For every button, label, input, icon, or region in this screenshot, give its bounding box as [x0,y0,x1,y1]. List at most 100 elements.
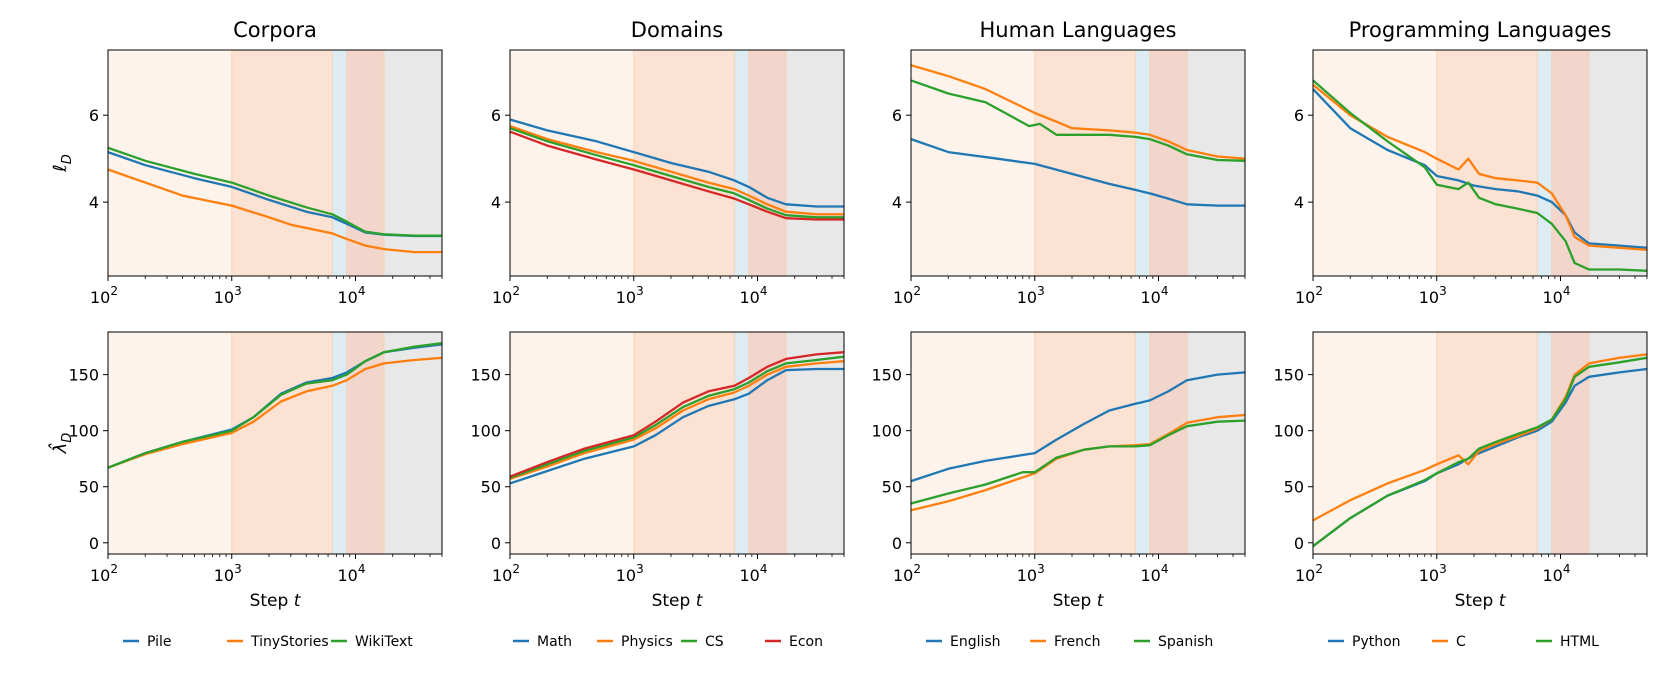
x-tick-exponent: 4 [1161,562,1169,576]
phase-band [1589,50,1647,276]
x-tick-base: 10 [1295,288,1315,307]
legend-1: Math Physics CS Econ [513,634,823,650]
y-axis-symbol: λ̂ [48,443,71,455]
series-line-english [911,138,1245,207]
series-line-econ [510,351,844,478]
y-tick-label: 6 [892,106,902,125]
y-tick-label: 6 [1294,106,1304,125]
series-line-spanish [911,419,1245,505]
legend-label: TinyStories [250,634,329,650]
x-tick-label: 102 [893,284,921,307]
x-tick-base: 10 [1543,288,1563,307]
x-tick-base: 10 [1419,288,1439,307]
y-tick-label: 4 [1294,193,1304,212]
y-tick-label: 6 [491,106,501,125]
y-tick-label: 50 [882,478,902,497]
x-tick-exponent: 4 [1563,284,1571,298]
x-tick-exponent: 2 [110,284,118,298]
y-axis-subscript: D [60,154,75,164]
y-tick-label: 6 [89,106,99,125]
x-tick-label: 104 [740,562,768,585]
legend-label: HTML [1560,634,1599,650]
x-tick-exponent: 4 [358,284,366,298]
series-line-c [1313,353,1647,522]
phase-band [633,332,735,554]
axes-frame [107,331,443,555]
axes-frame [910,331,1246,555]
x-axis-label-var: t [294,591,302,611]
phase-band [734,50,749,276]
phase-band [1436,332,1538,554]
x-tick-base: 10 [214,566,234,585]
x-axis-label: Step t [1455,591,1507,611]
x-tick-exponent: 3 [636,562,644,576]
phase-band [1187,332,1245,554]
x-tick-base: 10 [740,288,760,307]
legend-label: WikiText [355,634,413,650]
x-tick-exponent: 3 [234,284,242,298]
axes-frame [910,49,1246,277]
y-tick-label: 100 [470,422,501,441]
legend-label: Physics [621,634,673,650]
x-tick-base: 10 [1141,288,1161,307]
bottom-y-axis-label: λ̂D [48,433,75,455]
series-line-physics [510,360,844,480]
x-tick-base: 10 [338,288,358,307]
y-tick-label: 100 [1273,422,1304,441]
y-tick-label: 0 [89,534,99,553]
x-tick-base: 10 [740,566,760,585]
legend-label: French [1054,634,1101,650]
x-axis-label-var: t [1097,591,1105,611]
x-tick-exponent: 2 [512,562,520,576]
phase-band [1149,50,1188,276]
legend-2: English French Spanish [926,634,1213,650]
x-tick-exponent: 2 [1315,284,1323,298]
y-tick-label: 50 [1284,478,1304,497]
y-tick-label: 100 [68,422,99,441]
x-tick-base: 10 [1141,566,1161,585]
x-tick-exponent: 4 [760,284,768,298]
phase-band [911,332,1035,554]
x-tick-base: 10 [492,566,512,585]
x-axis-label-prefix: Step [1455,591,1499,611]
axes-frame [107,49,443,277]
phase-band [1034,50,1136,276]
x-tick-base: 10 [90,566,110,585]
x-tick-label: 103 [1017,284,1045,307]
x-tick-exponent: 4 [1563,562,1571,576]
phase-band [231,50,333,276]
x-tick-label: 103 [214,562,242,585]
x-tick-exponent: 2 [913,284,921,298]
series-line-math [510,367,844,485]
series-line-english [911,371,1245,483]
x-tick-label: 103 [214,284,242,307]
x-tick-exponent: 3 [1439,284,1447,298]
series-line-tinystories [108,168,442,254]
y-tick-label: 4 [89,193,99,212]
x-axis-label-var: t [696,591,704,611]
phase-band [384,332,442,554]
phase-band [108,50,232,276]
panel-title: Corpora [233,18,317,42]
phase-band [748,50,787,276]
series-line-cs [510,355,844,479]
y-tick-label: 150 [470,366,501,385]
phase-band [1313,50,1437,276]
legend-label: Pile [147,634,172,650]
y-axis-symbol: ℓ [50,164,71,172]
y-tick-label: 100 [871,422,902,441]
x-tick-label: 104 [1543,562,1571,585]
x-tick-label: 104 [740,284,768,307]
panel-title: Domains [631,18,723,42]
x-tick-label: 104 [338,562,366,585]
phase-band [332,50,347,276]
phase-band [346,50,385,276]
x-tick-base: 10 [1017,566,1037,585]
